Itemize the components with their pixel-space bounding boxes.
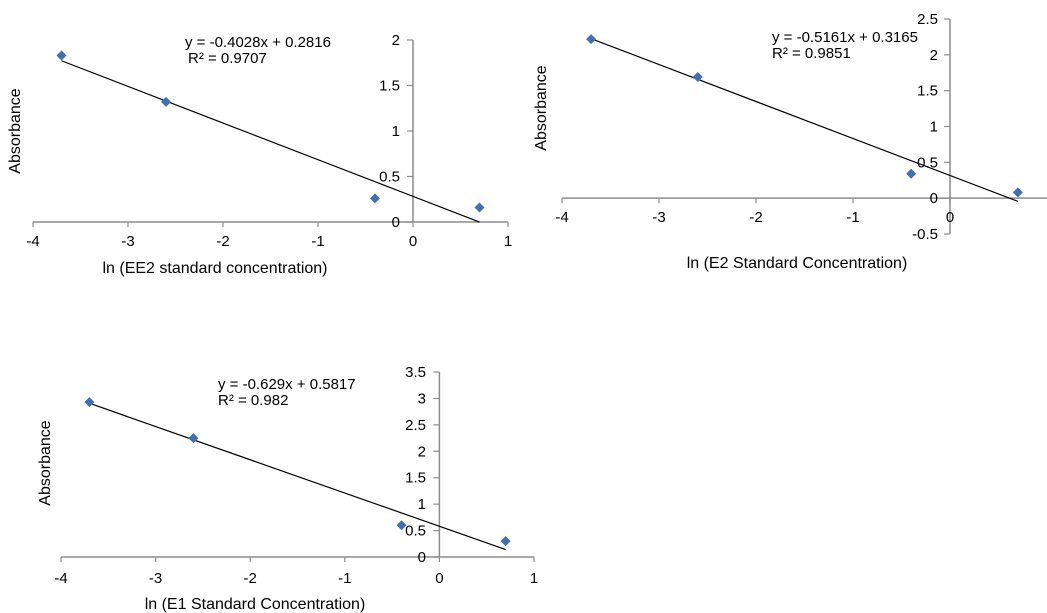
e1-y-tick-label: 1 [418,496,426,513]
ee2-x-tick-label: -1 [311,233,324,250]
ee2-data-point [161,96,171,107]
e2-x-tick-label: -1 [846,209,859,226]
e2-x-tick-label: -3 [652,209,665,226]
ee2-data-point [474,202,485,213]
e2-x-tick-label: 0 [946,209,954,226]
e2-y-tick-label: 1.5 [917,83,938,100]
chart-e2-calibration: -4 -3 -2 -1 0 -0.5 0 0.5 1 1.5 2 2.5y = -0.5161x + … [533,11,1047,272]
e1-x-tick-label: -1 [338,570,351,587]
e2-r-squared-label: R² = 0.9851 [772,45,851,62]
e1-trendline [89,402,506,551]
e1-data-point [84,397,95,408]
e1-data-point [188,433,199,444]
e2-x-tick-label: -4 [555,209,568,226]
e2-data-point [586,34,597,45]
ee2-equation-label: y = -0.4028x + 0.2816 [185,34,331,51]
e2-trendline [590,38,1019,202]
ee2-y-tick-label: 2 [392,32,400,49]
ee2-x-tick-label: 1 [504,233,512,250]
e2-y-tick-label: 2 [930,47,938,64]
e1-equation-label: y = -0.629x + 0.5817 [218,376,356,393]
e1-y-tick-label: 0.5 [405,523,426,540]
ee2-x-tick-label: -2 [216,233,229,250]
e2-y-axis-title: Absorbance [533,65,550,150]
e1-y-tick-label: 1.5 [405,470,426,487]
e2-equation-label: y = -0.5161x + 0.3165 [772,29,918,46]
e2-x-tick-label: -2 [749,209,762,226]
e1-y-tick-label: 3 [418,390,426,407]
ee2-y-axis-title: Absorbance [7,88,24,173]
chart-e1-calibration: -4 -3 -2 -1 0 1 0 0.5 1 1.5 2 2.5 3 3.5 y = -0.629x + … [37,364,538,613]
e1-y-tick-label: 0 [418,549,426,566]
chart-ee2-calibration: -4 -3 -2 -1 0 1 0 0.5 1 1.5 2 y = -0.4028x + 0.2816… [7,32,512,277]
e1-y-axis-title: Absorbance [37,420,54,505]
e1-x-tick-label: 1 [530,570,538,587]
ee2-y-tick-label: 1.5 [379,78,400,95]
ee2-x-tick-label: -3 [121,233,134,250]
e1-data-point [500,536,511,547]
e1-x-tick-label: -4 [54,570,67,587]
e1-x-tick-label: -3 [149,570,162,587]
ee2-data-point [56,50,67,61]
e2-x-axis-title: ln (E2 Standard Concentration) [687,255,908,272]
e1-x-tick-label: 0 [435,570,443,587]
e2-data-point [1012,187,1023,198]
e2-data-point [692,72,703,83]
e2-y-tick-label: 2.5 [917,11,938,28]
e1-y-tick-label: 2.5 [405,417,426,434]
e1-r-squared-label: R² = 0.982 [218,392,288,409]
ee2-data-point [370,193,380,204]
e1-y-tick-label: 3.5 [405,364,426,381]
e2-y-tick-label: 1 [930,119,938,136]
e2-y-tick-label: -0.5 [912,226,938,243]
e2-data-point [906,168,917,179]
e1-y-tick-label: 2 [418,443,426,460]
ee2-trendline [61,60,480,223]
ee2-y-tick-label: 0.5 [379,169,400,186]
e2-y-tick-label: 0 [930,190,938,207]
e2-y-tick-label: 0.5 [917,154,938,171]
e1-x-axis-title: ln (E1 Standard Concentration) [145,596,366,613]
ee2-x-tick-label: 0 [409,233,417,250]
ee2-y-tick-label: 1 [392,123,400,140]
ee2-r-squared-label: R² = 0.9707 [188,50,267,67]
ee2-y-tick-label: 0 [392,214,400,231]
e1-x-tick-label: -2 [244,570,257,587]
ee2-x-tick-label: -4 [26,233,39,250]
ee2-x-axis-title: ln (EE2 standard concentration) [102,260,327,277]
e1-data-point [396,520,407,531]
